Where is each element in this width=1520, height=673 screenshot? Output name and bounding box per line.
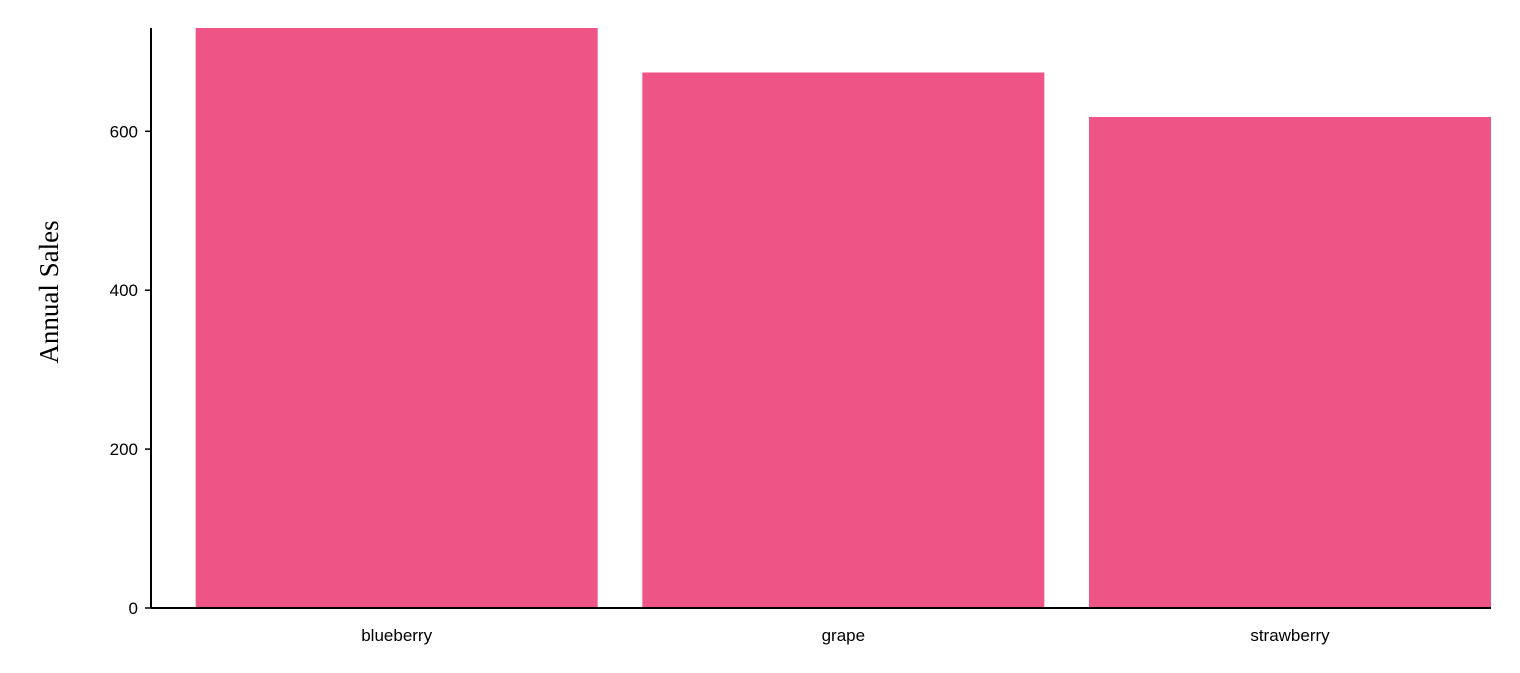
y-tick-label-400: 400 [110, 281, 138, 300]
bar-blueberry [195, 28, 598, 608]
y-axis-title: Annual Sales [34, 220, 64, 363]
bar-grape [642, 72, 1045, 608]
y-tick-label-600: 600 [110, 122, 138, 141]
bars-group [195, 28, 1491, 608]
x-tick-label-strawberry: strawberry [1250, 626, 1330, 645]
bar-strawberry [1089, 116, 1491, 608]
x-tick-label-blueberry: blueberry [361, 626, 432, 645]
x-axis: blueberry grape strawberry [151, 607, 1491, 645]
y-tick-label-0: 0 [129, 599, 138, 618]
y-axis: 0 200 400 600 [110, 28, 152, 618]
x-tick-label-grape: grape [822, 626, 865, 645]
y-tick-label-200: 200 [110, 440, 138, 459]
